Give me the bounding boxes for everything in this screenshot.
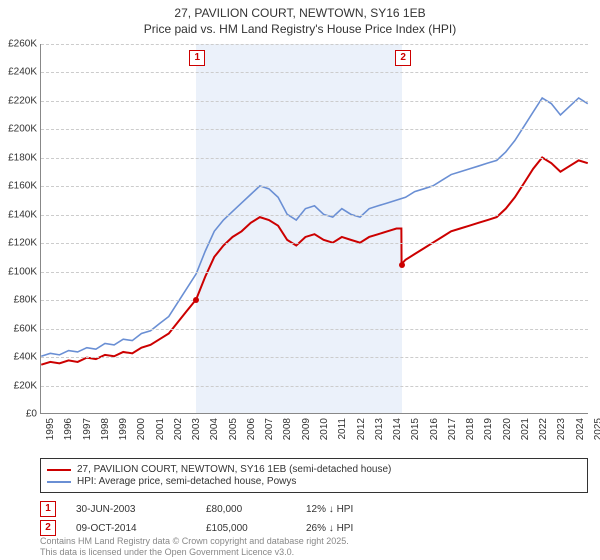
gridline [41, 243, 588, 244]
legend-label-price-paid: 27, PAVILION COURT, NEWTOWN, SY16 1EB (s… [77, 464, 391, 475]
ytick-label: £180K [1, 152, 37, 163]
attribution-line-1: Contains HM Land Registry data © Crown c… [40, 536, 349, 547]
xtick-label: 2011 [337, 418, 348, 440]
ytick-label: £0 [1, 409, 37, 420]
xtick-label: 2000 [136, 418, 147, 440]
xtick-label: 2013 [374, 418, 385, 440]
xtick-label: 2024 [575, 418, 586, 440]
gridline [41, 129, 588, 130]
ytick-label: £240K [1, 67, 37, 78]
xtick-label: 2015 [410, 418, 421, 440]
xtick-label: 2002 [173, 418, 184, 440]
xtick-label: 2009 [301, 418, 312, 440]
attribution-line-2: This data is licensed under the Open Gov… [40, 547, 349, 558]
xtick-label: 2003 [191, 418, 202, 440]
sale-date-1: 30-JUN-2003 [76, 504, 186, 515]
sale-price-2: £105,000 [206, 523, 286, 534]
sale-price-1: £80,000 [206, 504, 286, 515]
gridline [41, 386, 588, 387]
marker-box-1: 1 [189, 50, 205, 66]
title-line-2: Price paid vs. HM Land Registry's House … [0, 22, 600, 38]
ytick-label: £80K [1, 295, 37, 306]
xtick-label: 2016 [429, 418, 440, 440]
legend-row-hpi: HPI: Average price, semi-detached house,… [47, 476, 581, 487]
xtick-label: 2023 [556, 418, 567, 440]
sale-diff-1: 12% ↓ HPI [306, 504, 406, 515]
marker-box-2: 2 [395, 50, 411, 66]
ytick-label: £220K [1, 95, 37, 106]
ytick-label: £100K [1, 266, 37, 277]
xtick-label: 2006 [246, 418, 257, 440]
legend-row-price-paid: 27, PAVILION COURT, NEWTOWN, SY16 1EB (s… [47, 464, 581, 475]
xtick-label: 2022 [538, 418, 549, 440]
ytick-label: £140K [1, 209, 37, 220]
ytick-label: £160K [1, 181, 37, 192]
gridline [41, 272, 588, 273]
xtick-label: 1999 [118, 418, 129, 440]
xtick-label: 2017 [447, 418, 458, 440]
sale-point-2 [399, 262, 405, 268]
sale-date-2: 09-OCT-2014 [76, 523, 186, 534]
sale-table: 1 30-JUN-2003 £80,000 12% ↓ HPI 2 09-OCT… [40, 498, 588, 539]
xtick-label: 2007 [264, 418, 275, 440]
xtick-label: 2004 [209, 418, 220, 440]
xtick-label: 2012 [356, 418, 367, 440]
xtick-label: 2020 [502, 418, 513, 440]
xtick-label: 2021 [520, 418, 531, 440]
ytick-label: £20K [1, 380, 37, 391]
sale-point-1 [193, 297, 199, 303]
sale-diff-2: 26% ↓ HPI [306, 523, 406, 534]
sale-row: 2 09-OCT-2014 £105,000 26% ↓ HPI [40, 520, 588, 536]
xtick-label: 1997 [82, 418, 93, 440]
gridline [41, 158, 588, 159]
series-hpi [41, 98, 588, 356]
xtick-label: 2001 [155, 418, 166, 440]
xtick-label: 1996 [63, 418, 74, 440]
chart-title: 27, PAVILION COURT, NEWTOWN, SY16 1EB Pr… [0, 0, 600, 37]
legend-swatch-price-paid [47, 469, 71, 471]
gridline [41, 72, 588, 73]
sale-marker-2: 2 [40, 520, 56, 536]
ytick-label: £260K [1, 39, 37, 50]
gridline [41, 300, 588, 301]
sale-marker-1: 1 [40, 501, 56, 517]
series-price_paid [41, 157, 588, 364]
xtick-label: 2005 [228, 418, 239, 440]
sale-row: 1 30-JUN-2003 £80,000 12% ↓ HPI [40, 501, 588, 517]
legend-label-hpi: HPI: Average price, semi-detached house,… [77, 476, 296, 487]
ytick-label: £40K [1, 352, 37, 363]
xtick-label: 1998 [100, 418, 111, 440]
chart-container: 27, PAVILION COURT, NEWTOWN, SY16 1EB Pr… [0, 0, 600, 560]
gridline [41, 215, 588, 216]
gridline [41, 186, 588, 187]
gridline [41, 357, 588, 358]
xtick-label: 2010 [319, 418, 330, 440]
gridline [41, 329, 588, 330]
gridline [41, 101, 588, 102]
legend-swatch-hpi [47, 481, 71, 483]
ytick-label: £120K [1, 238, 37, 249]
xtick-label: 2014 [392, 418, 403, 440]
legend: 27, PAVILION COURT, NEWTOWN, SY16 1EB (s… [40, 458, 588, 493]
xtick-label: 2025 [593, 418, 600, 440]
plot-area: £0£20K£40K£60K£80K£100K£120K£140K£160K£1… [40, 44, 588, 414]
xtick-label: 2008 [282, 418, 293, 440]
xtick-label: 2018 [465, 418, 476, 440]
ytick-label: £60K [1, 323, 37, 334]
ytick-label: £200K [1, 124, 37, 135]
attribution: Contains HM Land Registry data © Crown c… [40, 536, 349, 558]
title-line-1: 27, PAVILION COURT, NEWTOWN, SY16 1EB [0, 6, 600, 22]
gridline [41, 44, 588, 45]
xtick-label: 1995 [45, 418, 56, 440]
xtick-label: 2019 [483, 418, 494, 440]
